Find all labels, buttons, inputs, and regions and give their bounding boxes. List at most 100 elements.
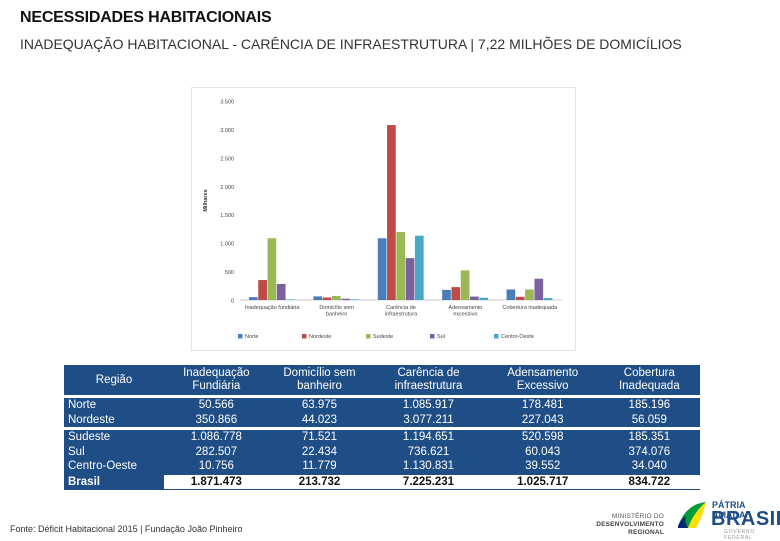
legend-swatch <box>302 334 307 339</box>
source-note: Fonte: Déficit Habitacional 2015 | Funda… <box>10 524 243 534</box>
cell-total: 1.871.473 <box>164 473 269 490</box>
bar <box>534 278 544 300</box>
legend-swatch <box>430 334 435 339</box>
cell-value: 1.086.778 <box>164 430 269 445</box>
brand-main-text: BRASIL <box>711 508 780 530</box>
cell-value: 185.196 <box>598 398 700 413</box>
cell-value: 71.521 <box>268 430 371 445</box>
table-row: Nordeste 350.866 44.023 3.077.211 227.04… <box>64 412 700 427</box>
legend-label: Norte <box>245 334 258 340</box>
bar <box>341 298 350 300</box>
bar <box>442 289 451 300</box>
legend-label: Sul <box>437 334 445 340</box>
cell-value: 178.481 <box>486 398 599 413</box>
cell-total: 834.722 <box>598 473 700 490</box>
cell-value: 1.130.831 <box>370 459 487 474</box>
table-row: Centro-Oeste 10.756 11.779 1.130.831 39.… <box>64 459 700 474</box>
table-row: Sul 282.507 22.434 736.621 60.043 374.07… <box>64 444 700 459</box>
legend-label: Nordeste <box>309 334 331 340</box>
table-row: Norte 50.566 63.975 1.085.917 178.481 18… <box>64 398 700 413</box>
bar <box>267 238 277 300</box>
cell-value: 10.756 <box>164 459 269 474</box>
page-title: NECESSIDADES HABITACIONAIS <box>20 9 272 26</box>
cell-total: 7.225.231 <box>370 473 487 490</box>
y-tick-label: 1.000 <box>220 242 234 248</box>
data-table: Região Inadequação Fundiária Domicílio s… <box>64 365 700 490</box>
y-tick-label: 500 <box>225 270 234 276</box>
cell-value: 22.434 <box>268 444 371 459</box>
bar <box>331 295 341 300</box>
cell-value: 50.566 <box>164 398 269 413</box>
ministry-line2: DESENVOLVIMENTO REGIONAL <box>596 521 664 536</box>
cell-value: 1.194.651 <box>370 430 487 445</box>
legend-swatch <box>238 334 243 339</box>
y-tick-label: 3.000 <box>220 128 234 134</box>
cell-value: 227.043 <box>486 412 599 427</box>
bar-chart: 0 500 1.000 1.500 2.000 2.500 3.000 3.500 Milhar… <box>192 88 575 350</box>
cell-region: Centro-Oeste <box>64 459 164 474</box>
legend-swatch <box>366 334 371 339</box>
cell-value: 185.351 <box>598 430 700 445</box>
bar <box>405 258 415 300</box>
header-inadequacao: Inadequação Fundiária <box>164 365 269 395</box>
cell-total: 1.025.717 <box>486 473 599 490</box>
bar <box>460 270 470 300</box>
legend-label: Sudeste <box>373 334 393 340</box>
bar <box>515 296 525 300</box>
brand-top-text: PÁTRIA AMADA <box>712 500 746 520</box>
header-banheiro: Domicílio sem banheiro <box>268 365 371 395</box>
cell-value: 282.507 <box>164 444 269 459</box>
header-region: Região <box>64 365 164 395</box>
bar <box>479 297 489 300</box>
bar <box>322 297 332 300</box>
legend-label: Centro-Oeste <box>501 334 534 340</box>
cell-value: 350.866 <box>164 412 269 427</box>
brand-sub-text: GOVERNO FEDERAL <box>724 529 756 541</box>
header-infraestrutura: Carência de infraestrutura <box>370 365 487 395</box>
page-subtitle: INADEQUAÇÃO HABITACIONAL - CARÊNCIA DE I… <box>20 36 682 52</box>
bar <box>387 125 396 300</box>
cell-region: Nordeste <box>64 412 164 427</box>
x-tick-label: Inadequação fundiária <box>245 305 300 311</box>
header-adensamento: Adensamento Excessivo <box>486 365 599 395</box>
cell-region: Sul <box>64 444 164 459</box>
cell-value: 60.043 <box>486 444 599 459</box>
table-total-row: Brasil 1.871.473 213.732 7.225.231 1.025… <box>64 473 700 490</box>
table-row: Sudeste 1.086.778 71.521 1.194.651 520.5… <box>64 430 700 445</box>
y-tick-label: 2.000 <box>220 185 234 191</box>
cell-value: 736.621 <box>370 444 487 459</box>
cell-region: Norte <box>64 398 164 413</box>
bar <box>377 238 387 300</box>
cell-value: 374.076 <box>598 444 700 459</box>
header-cobertura: Cobertura Inadequada <box>598 365 700 395</box>
y-tick-label: 1.500 <box>220 213 234 219</box>
bar <box>525 289 534 300</box>
cell-value: 34.040 <box>598 459 700 474</box>
bar <box>248 297 258 300</box>
ministry-logo: MINISTÉRIO DO DESENVOLVIMENTO REGIONAL <box>576 513 664 537</box>
x-tick-label: Cobertura inadequada <box>502 305 558 311</box>
cell-value: 56.059 <box>598 412 700 427</box>
bar <box>276 283 286 300</box>
legend-swatch <box>494 334 499 339</box>
cell-region: Brasil <box>64 473 164 490</box>
bar <box>451 287 461 300</box>
bar <box>258 280 267 300</box>
y-tick-label: 0 <box>231 299 234 305</box>
cell-value: 1.085.917 <box>370 398 487 413</box>
x-tick-label: Carência de infraestrutura <box>385 305 418 318</box>
cell-region: Sudeste <box>64 430 164 445</box>
y-axis-label: Milhares <box>203 189 209 211</box>
y-tick-label: 3.500 <box>220 100 234 106</box>
x-tick-label: Domicílio sem banheiro <box>319 305 354 318</box>
bar <box>470 296 479 300</box>
cell-value: 11.779 <box>268 459 371 474</box>
cell-value: 44.023 <box>268 412 371 427</box>
brasil-flag-icon <box>678 502 706 528</box>
bar <box>313 296 323 300</box>
cell-value: 63.975 <box>268 398 371 413</box>
bar <box>286 299 295 300</box>
bar <box>350 299 360 300</box>
x-tick-label: Adensamento excessivo <box>448 305 482 318</box>
bar <box>414 235 424 300</box>
